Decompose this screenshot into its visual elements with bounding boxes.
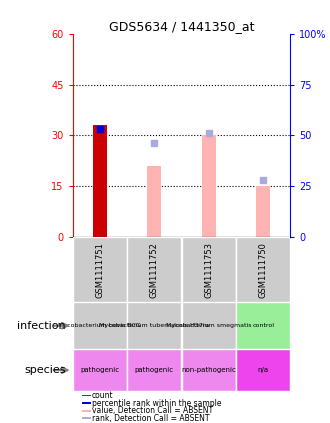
Text: GSM1111753: GSM1111753	[204, 242, 213, 298]
Text: count: count	[92, 391, 114, 400]
Text: GSM1111751: GSM1111751	[95, 242, 104, 298]
Bar	[82, 418, 90, 419]
Bar	[82, 402, 90, 404]
Text: n/a: n/a	[258, 367, 269, 373]
Text: control: control	[252, 323, 274, 328]
Bar	[148, 166, 161, 237]
Bar	[73, 237, 127, 302]
Bar	[127, 349, 182, 391]
Text: pathogenic: pathogenic	[135, 367, 174, 373]
Text: Mycobacterium bovis BCG: Mycobacterium bovis BCG	[58, 323, 141, 328]
Text: value, Detection Call = ABSENT: value, Detection Call = ABSENT	[92, 406, 213, 415]
Text: pathogenic: pathogenic	[80, 367, 119, 373]
Title: GDS5634 / 1441350_at: GDS5634 / 1441350_at	[109, 20, 254, 33]
Text: species: species	[24, 365, 66, 375]
Text: Mycobacterium smegmatis: Mycobacterium smegmatis	[166, 323, 251, 328]
Bar	[236, 302, 290, 349]
Bar	[256, 186, 270, 237]
Bar	[73, 349, 127, 391]
Bar	[182, 237, 236, 302]
Text: rank, Detection Call = ABSENT: rank, Detection Call = ABSENT	[92, 414, 210, 423]
Bar	[182, 302, 236, 349]
Text: Mycobacterium tuberculosis H37ra: Mycobacterium tuberculosis H37ra	[99, 323, 210, 328]
Bar	[93, 125, 107, 237]
Bar	[73, 302, 127, 349]
Text: percentile rank within the sample: percentile rank within the sample	[92, 398, 221, 408]
Bar	[236, 237, 290, 302]
Bar	[127, 302, 182, 349]
Text: GSM1111752: GSM1111752	[150, 242, 159, 298]
Bar	[82, 395, 90, 396]
Bar	[127, 237, 182, 302]
Text: GSM1111750: GSM1111750	[259, 242, 268, 298]
Bar	[182, 349, 236, 391]
Bar	[202, 135, 215, 237]
Text: infection: infection	[17, 321, 66, 331]
Text: non-pathogenic: non-pathogenic	[181, 367, 236, 373]
Bar	[236, 349, 290, 391]
Bar	[82, 410, 90, 412]
